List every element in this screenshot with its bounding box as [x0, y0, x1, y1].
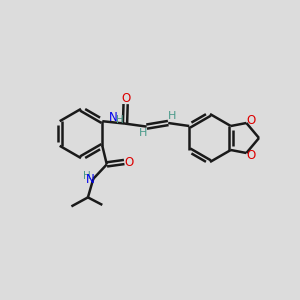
Text: O: O [125, 155, 134, 169]
Text: H: H [168, 111, 176, 122]
Text: O: O [246, 149, 255, 162]
Text: H: H [83, 171, 91, 181]
Text: N: N [86, 173, 95, 186]
Text: O: O [121, 92, 130, 105]
Text: H: H [139, 128, 147, 138]
Text: N: N [109, 111, 118, 124]
Text: H: H [116, 115, 124, 125]
Text: O: O [246, 114, 255, 127]
